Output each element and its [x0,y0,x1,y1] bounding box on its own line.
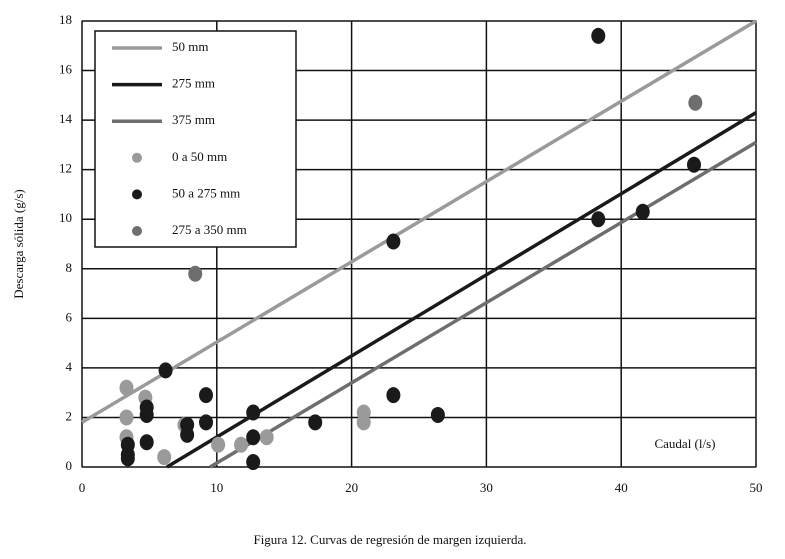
data-point [688,94,703,111]
legend-marker [132,189,142,200]
data-point [386,233,401,250]
data-point [199,387,214,404]
data-point [139,434,154,451]
regression-line [81,19,757,424]
data-point [386,387,401,404]
legend-label: 0 a 50 mm [172,149,227,164]
y-tick-label: 16 [59,62,73,77]
data-point [157,449,172,466]
legend-label: 275 mm [172,76,215,91]
data-point [119,379,134,396]
y-tick-label: 0 [66,458,73,473]
data-point [234,436,249,453]
data-point [259,429,274,446]
y-tick-label: 12 [59,161,72,176]
y-tick-label: 14 [59,111,73,126]
x-tick-label: 0 [79,480,86,495]
data-point [591,211,606,228]
legend-label: 375 mm [172,112,215,127]
regression-line [209,140,757,469]
y-tick-label: 18 [59,12,72,27]
data-point [246,404,261,421]
data-point [139,406,154,423]
legend-label: 275 a 350 mm [172,222,247,237]
data-point [180,426,195,443]
data-point [199,414,214,431]
y-tick-label: 8 [66,260,73,275]
caption: Figura 12. Curvas de regresión de margen… [253,532,526,547]
x-tick-label: 10 [210,480,223,495]
x-tick-label: 20 [345,480,358,495]
x-tick-label: 40 [615,480,628,495]
data-point [356,414,371,431]
data-point [635,203,650,220]
x-tick-label: 30 [480,480,493,495]
legend-marker [132,152,142,163]
y-tick-label: 6 [66,309,73,324]
legend-label: 50 mm [172,39,208,54]
y-tick-label: 4 [66,359,73,374]
data-point [246,429,261,446]
data-point [591,27,606,44]
regression-line [166,111,757,469]
data-point [430,406,445,423]
data-point [188,265,203,282]
y-axis-label: Descarga sólida (g/s) [11,189,26,299]
y-tick-label: 10 [59,210,72,225]
legend-marker [132,226,142,236]
data-point [308,414,323,431]
y-tick-label: 2 [66,408,73,423]
legend-label: 50 a 275 mm [172,185,240,200]
data-point [120,450,135,467]
annotation: Caudal (l/s) [654,436,715,451]
data-point [246,454,261,471]
data-point [119,409,134,426]
data-point [158,362,173,379]
x-tick-label: 50 [750,480,763,495]
data-point [686,156,701,173]
legend-box [94,30,297,248]
data-point [211,436,226,453]
